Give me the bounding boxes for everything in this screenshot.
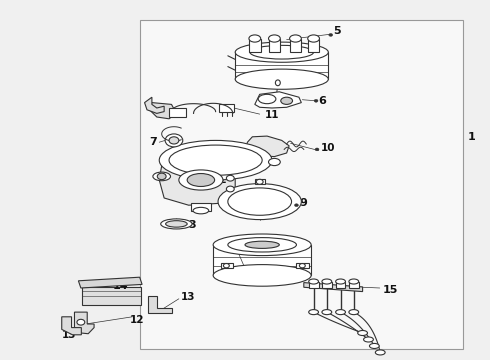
Ellipse shape (309, 310, 318, 315)
Bar (296, 263, 309, 268)
Polygon shape (145, 97, 164, 113)
Ellipse shape (349, 279, 359, 284)
Bar (220, 263, 233, 268)
Ellipse shape (235, 69, 328, 89)
Ellipse shape (258, 94, 276, 104)
Text: 3: 3 (189, 220, 196, 230)
Circle shape (329, 33, 333, 36)
Ellipse shape (308, 35, 319, 42)
Ellipse shape (322, 279, 332, 284)
Ellipse shape (245, 241, 279, 248)
Ellipse shape (358, 330, 368, 336)
Bar (309, 282, 318, 288)
Text: 13: 13 (181, 292, 196, 302)
Ellipse shape (375, 350, 385, 355)
Ellipse shape (309, 279, 318, 284)
Text: 2: 2 (218, 175, 226, 185)
Ellipse shape (169, 145, 262, 175)
Ellipse shape (228, 188, 292, 215)
Ellipse shape (159, 140, 272, 180)
Text: 14: 14 (112, 281, 128, 291)
Circle shape (157, 173, 166, 180)
Text: 15: 15 (382, 285, 397, 295)
Ellipse shape (322, 310, 332, 315)
Bar (336, 282, 345, 288)
Text: 11: 11 (265, 110, 279, 120)
Ellipse shape (269, 35, 280, 42)
Polygon shape (304, 283, 363, 292)
Polygon shape (149, 103, 176, 119)
Text: 6: 6 (318, 96, 326, 106)
Polygon shape (62, 317, 81, 335)
Bar (290, 39, 301, 52)
Circle shape (299, 264, 305, 268)
Text: 9: 9 (299, 198, 307, 208)
Ellipse shape (336, 310, 345, 315)
Bar (322, 282, 332, 288)
Polygon shape (74, 312, 94, 334)
Text: 1: 1 (468, 132, 476, 142)
Ellipse shape (179, 170, 223, 190)
Ellipse shape (161, 219, 192, 229)
Text: 12: 12 (130, 315, 145, 325)
Polygon shape (78, 277, 142, 288)
Bar (235, 52, 328, 79)
Circle shape (256, 179, 263, 184)
Circle shape (226, 186, 234, 192)
Text: 8: 8 (238, 270, 245, 280)
Bar (219, 104, 234, 112)
Polygon shape (255, 92, 301, 108)
Ellipse shape (153, 172, 171, 181)
Text: 7: 7 (149, 137, 157, 147)
Circle shape (77, 319, 85, 325)
Bar (140, 20, 463, 349)
Ellipse shape (193, 207, 209, 214)
Bar (213, 245, 311, 275)
Bar (308, 39, 319, 52)
Ellipse shape (290, 35, 301, 42)
Ellipse shape (336, 279, 345, 284)
Circle shape (169, 137, 179, 144)
Bar (249, 39, 261, 52)
Bar (191, 203, 211, 211)
Circle shape (294, 204, 298, 207)
Circle shape (165, 134, 183, 147)
Text: 10: 10 (321, 143, 336, 153)
Polygon shape (245, 136, 289, 157)
Circle shape (314, 99, 318, 102)
Bar (269, 39, 280, 52)
Ellipse shape (364, 337, 373, 342)
Ellipse shape (349, 310, 359, 315)
Ellipse shape (369, 343, 379, 348)
Circle shape (315, 148, 319, 151)
Ellipse shape (281, 97, 293, 104)
Polygon shape (148, 296, 171, 313)
Bar (82, 287, 141, 305)
Ellipse shape (213, 265, 311, 286)
Bar (169, 108, 186, 117)
Ellipse shape (249, 35, 261, 42)
Ellipse shape (235, 42, 328, 62)
Ellipse shape (213, 234, 311, 256)
Circle shape (223, 264, 229, 268)
Ellipse shape (250, 45, 314, 59)
Ellipse shape (187, 174, 215, 186)
Circle shape (226, 175, 234, 181)
Text: 13: 13 (61, 330, 76, 340)
Text: 4: 4 (262, 159, 270, 169)
Ellipse shape (218, 184, 301, 220)
Bar (255, 179, 265, 184)
Ellipse shape (228, 238, 296, 252)
Ellipse shape (275, 80, 280, 86)
Ellipse shape (166, 221, 187, 227)
Polygon shape (159, 160, 235, 205)
Ellipse shape (269, 158, 280, 166)
Text: 5: 5 (333, 26, 341, 36)
Bar (349, 282, 359, 288)
